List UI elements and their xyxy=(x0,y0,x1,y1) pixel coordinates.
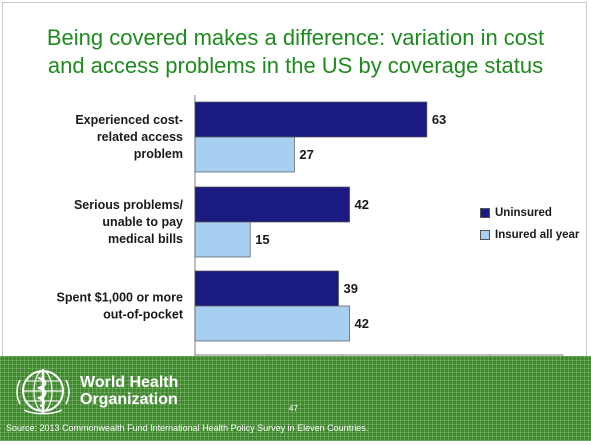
footer-band xyxy=(0,356,591,441)
value-label-uninsured-2: 39 xyxy=(344,281,358,296)
bar-uninsured-2 xyxy=(194,270,339,307)
legend-swatch-uninsured xyxy=(480,208,490,218)
category-label-2-line-1: out-of-pocket xyxy=(103,308,184,322)
category-label-1-line-2: medical bills xyxy=(108,232,183,246)
value-label-insured-0: 27 xyxy=(299,147,313,162)
who-name-line-2: Organization xyxy=(80,391,178,408)
bar-insured-0 xyxy=(194,136,295,173)
legend-label-insured: Insured all year xyxy=(495,229,580,241)
category-label-2-line-0: Spent $1,000 or more xyxy=(57,291,183,305)
who-logo-text: World Health Organization xyxy=(80,374,178,408)
value-label-uninsured-1: 42 xyxy=(355,197,369,212)
legend-swatch-insured xyxy=(480,230,490,240)
title-line-2: and access problems in the US by coverag… xyxy=(47,53,544,78)
category-label-0-line-2: problem xyxy=(134,147,183,161)
bar-uninsured-1 xyxy=(194,186,350,223)
bar-uninsured-0 xyxy=(194,101,428,138)
category-label-1-line-0: Serious problems/ xyxy=(74,198,184,212)
legend-item-uninsured: Uninsured xyxy=(480,202,579,224)
category-label-0-line-0: Experienced cost- xyxy=(75,113,183,127)
page-number: 47 xyxy=(289,404,298,413)
legend-item-insured: Insured all year xyxy=(480,224,579,246)
value-label-insured-2: 42 xyxy=(355,316,369,331)
value-label-uninsured-0: 63 xyxy=(432,112,446,127)
bar-insured-2 xyxy=(194,305,350,342)
category-label-1-line-1: unable to pay xyxy=(102,215,183,229)
title-line-1: Being covered makes a difference: variat… xyxy=(46,25,545,50)
slide-title: Being covered makes a difference: variat… xyxy=(20,24,571,80)
chart-legend: Uninsured Insured all year xyxy=(480,202,579,246)
source-note: Source: 2013 Commonwealth Fund Internati… xyxy=(6,423,369,433)
bar-insured-1 xyxy=(194,221,251,258)
who-emblem-icon xyxy=(16,369,70,415)
category-label-0-line-1: related access xyxy=(97,130,183,144)
value-label-insured-1: 15 xyxy=(255,232,269,247)
legend-label-uninsured: Uninsured xyxy=(495,207,552,219)
who-name-line-1: World Health xyxy=(80,374,179,391)
